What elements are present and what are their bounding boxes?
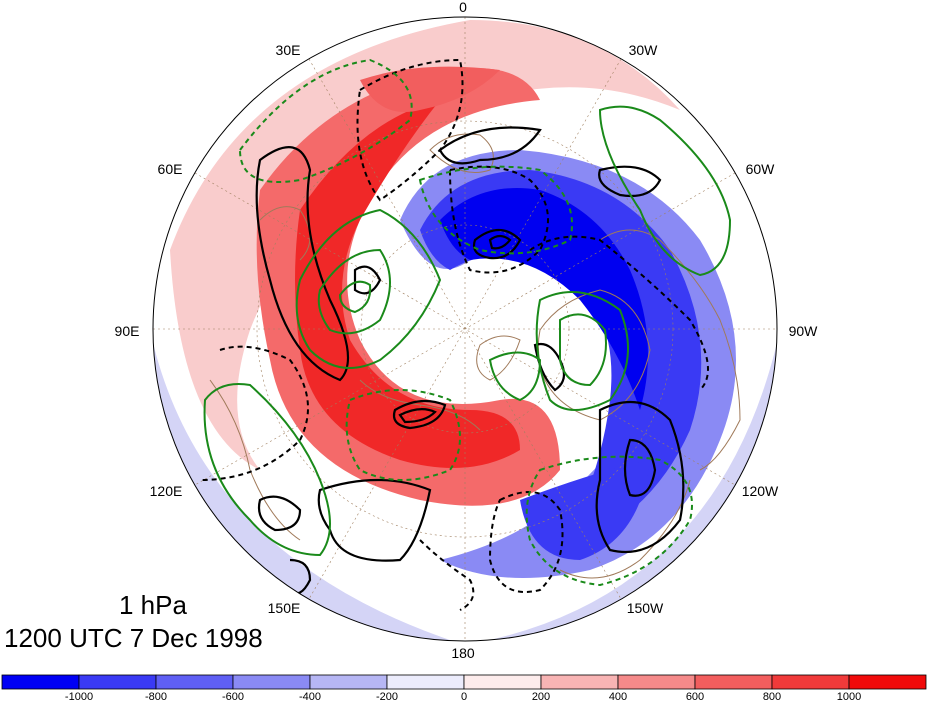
lon-label-30w: 30W — [629, 42, 659, 58]
graticule — [153, 17, 777, 641]
colorbar-box — [617, 674, 696, 690]
colorbar-tick-label: -1000 — [65, 691, 93, 702]
colorbar-box — [309, 674, 388, 690]
colorbar-box — [1, 674, 80, 690]
lon-label-120w: 120W — [742, 483, 779, 499]
lon-label-60w: 60W — [746, 161, 776, 177]
lon-label-0: 0 — [459, 0, 467, 15]
valid-time-caption: 1200 UTC 7 Dec 1998 — [4, 623, 263, 653]
longitude-labels: 0 30W 60W 90W 120W 150W 180 150E 120E 90… — [115, 0, 819, 661]
colorbar-tick-label: -800 — [145, 691, 167, 702]
colorbar-tick-label: 1000 — [837, 691, 861, 702]
dashed-contours — [199, 58, 709, 611]
green-solid-contours — [203, 105, 732, 557]
colorbar-box — [540, 674, 619, 690]
lon-label-120e: 120E — [150, 483, 183, 499]
colorbar-tick-label: -400 — [299, 691, 321, 702]
shaded-field — [153, 17, 777, 641]
colorbar-tick-label: 0 — [461, 691, 467, 702]
lon-label-90w: 90W — [789, 323, 819, 339]
lon-label-150e: 150E — [268, 600, 301, 616]
lon-label-90e: 90E — [115, 323, 140, 339]
coastlines — [209, 133, 741, 579]
colorbar-box — [78, 674, 157, 690]
colorbar-box — [848, 674, 927, 690]
colorbar-box — [463, 674, 542, 690]
colorbar-boxes — [1, 674, 927, 690]
colorbar-box — [155, 674, 234, 690]
colorbar-box — [771, 674, 850, 690]
colorbar-tick-label: -200 — [376, 691, 398, 702]
map-boundary — [152, 16, 778, 642]
green-dashed-contours — [238, 58, 693, 587]
lon-label-30e: 30E — [276, 42, 301, 58]
colorbar-box — [694, 674, 773, 690]
colorbar-box — [232, 674, 311, 690]
colorbar-tick-label: 600 — [686, 691, 704, 702]
pressure-level-caption: 1 hPa — [119, 590, 187, 620]
colorbar-box — [386, 674, 465, 690]
colorbar: -1000 -800 -600 -400 -200 0 200 400 600 800 1000 — [1, 674, 927, 702]
colorbar-tick-label: 800 — [763, 691, 781, 702]
colorbar-tick-label: -600 — [222, 691, 244, 702]
colorbar-tick-label: 400 — [609, 691, 627, 702]
colorbar-tick-label: 200 — [532, 691, 550, 702]
polar-stereographic-map: 0 30W 60W 90W 120W 150W 180 150E 120E 90… — [115, 0, 819, 661]
lon-label-180: 180 — [451, 645, 475, 661]
lon-label-60e: 60E — [158, 161, 183, 177]
colorbar-tick-labels: -1000 -800 -600 -400 -200 0 200 400 600 800 1000 — [65, 691, 861, 702]
lon-label-150w: 150W — [627, 600, 664, 616]
